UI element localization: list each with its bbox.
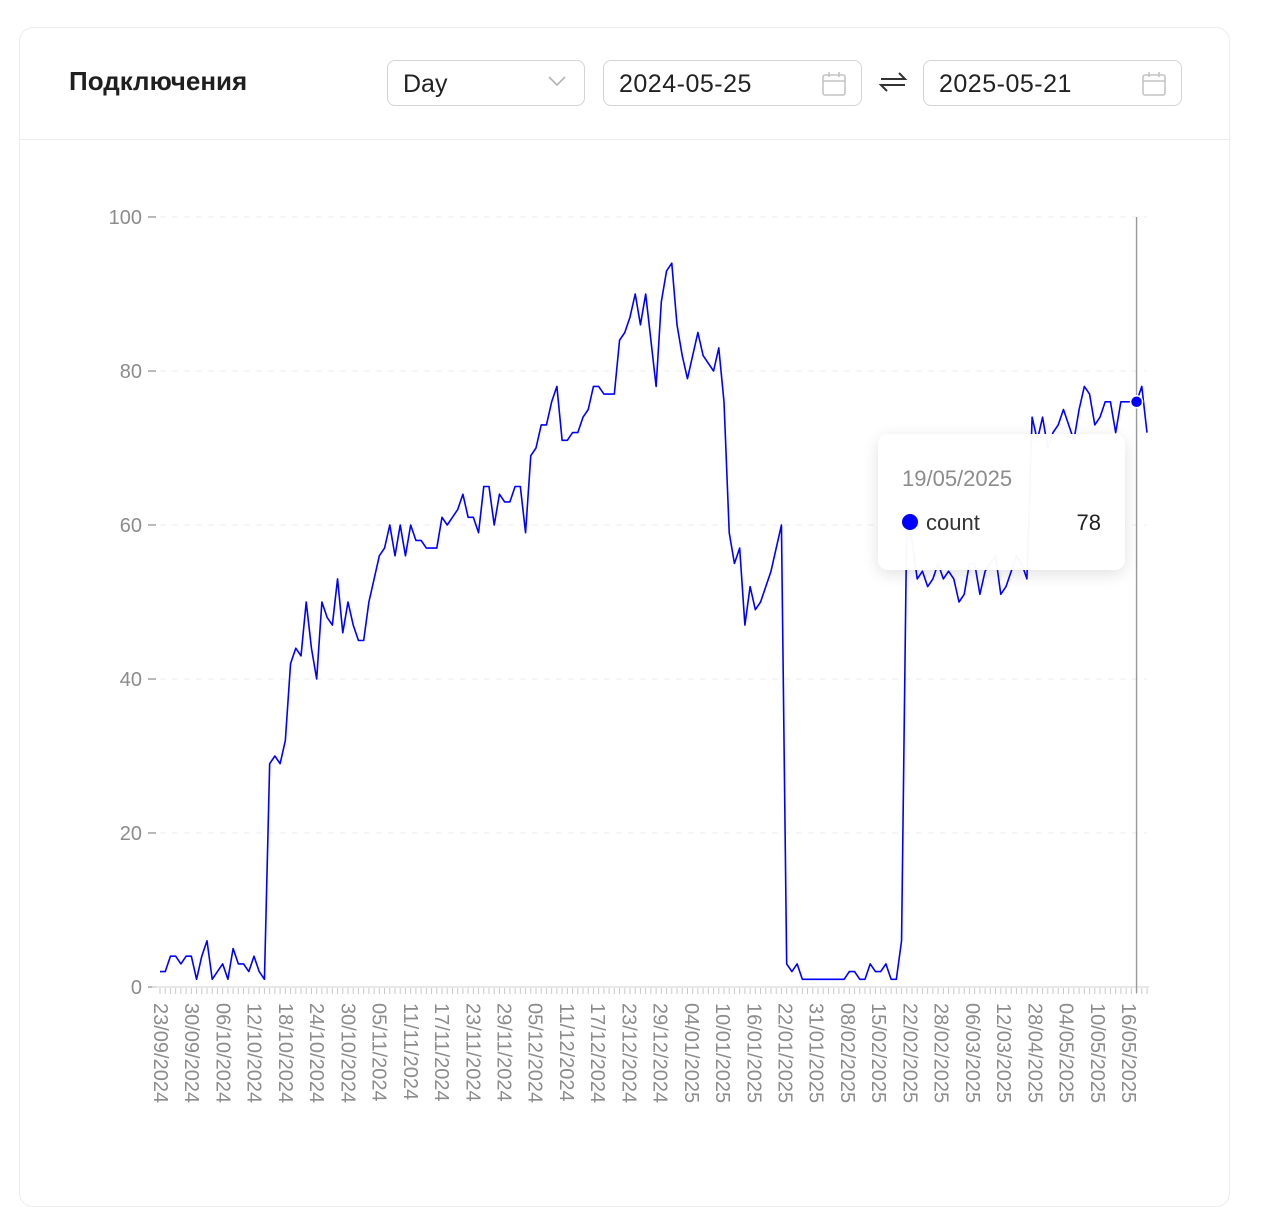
y-tick-label: 80 [120,361,142,383]
y-tick-label: 60 [120,515,142,537]
x-tick-label: 04/01/2025 [680,1003,702,1103]
x-tick-label: 10/05/2025 [1086,1003,1108,1103]
x-tick-label: 08/02/2025 [836,1003,858,1103]
tooltip-series-name: count [926,510,980,535]
x-tick-label: 16/05/2025 [1117,1003,1139,1103]
tooltip-series-marker [902,514,918,530]
y-tick-label: 40 [120,669,142,691]
x-tick-label: 29/12/2024 [649,1003,671,1103]
x-tick-label: 31/01/2025 [805,1003,827,1103]
swap-arrows-icon [878,72,908,92]
x-tick-label: 05/12/2024 [524,1003,546,1103]
start-date-value: 2024-05-25 [619,70,752,98]
x-tick-label: 29/11/2024 [492,1003,514,1102]
y-tick-label: 0 [131,977,142,999]
start-date-picker[interactable]: 2024-05-25 [603,60,862,106]
end-date-picker[interactable]: 2025-05-21 [923,60,1182,106]
end-date-value: 2025-05-21 [939,70,1072,98]
connections-card: Подключения Day 2024-05-25 2025-05-21 [19,27,1230,1207]
x-tick-label: 30/09/2024 [180,1003,202,1103]
card-header: Подключения Day 2024-05-25 2025-05-21 [20,28,1229,140]
hovered-data-point [1129,395,1144,409]
x-tick-label: 12/10/2024 [243,1003,265,1103]
x-tick-label: 16/01/2025 [742,1003,764,1103]
granularity-value: Day [403,70,448,98]
calendar-icon [822,72,846,96]
x-tick-label: 17/11/2024 [430,1003,452,1102]
granularity-select[interactable]: Day [387,60,585,106]
x-tick-label: 15/02/2025 [867,1003,889,1103]
tooltip-date: 19/05/2025 [902,466,1013,491]
x-tick-label: 22/02/2025 [898,1003,920,1103]
x-tick-label: 12/03/2025 [992,1003,1014,1103]
series-line-count [160,262,1148,981]
x-tick-label: 06/10/2024 [211,1003,233,1103]
y-tick-label: 20 [120,823,142,845]
x-tick-label: 10/01/2025 [711,1003,733,1103]
x-tick-label: 06/03/2025 [961,1003,983,1103]
calendar-icon [1142,72,1166,96]
chevron-down-icon [548,76,566,87]
x-tick-label: 22/01/2025 [774,1003,796,1103]
card-title: Подключения [69,66,248,96]
chart-tooltip: 19/05/2025 count 78 [878,434,1125,570]
x-tick-label: 23/11/2024 [461,1003,483,1102]
x-tick-label: 30/10/2024 [336,1003,358,1103]
tooltip-value: 78 [1076,510,1101,535]
x-tick-label: 05/11/2024 [368,1003,390,1102]
x-tick-label: 18/10/2024 [274,1003,296,1103]
x-tick-label: 11/12/2024 [555,1003,577,1102]
x-tick-label: 23/09/2024 [149,1003,171,1103]
x-tick-label: 17/12/2024 [586,1003,608,1103]
x-tick-label: 28/04/2025 [1023,1003,1045,1103]
x-tick-label: 23/12/2024 [617,1003,639,1103]
x-tick-label: 24/10/2024 [305,1003,327,1103]
x-tick-label: 04/05/2025 [1055,1003,1077,1103]
x-tick-label: 11/11/2024 [399,1003,421,1100]
x-tick-label: 28/02/2025 [930,1003,952,1103]
y-tick-label: 100 [109,207,142,229]
